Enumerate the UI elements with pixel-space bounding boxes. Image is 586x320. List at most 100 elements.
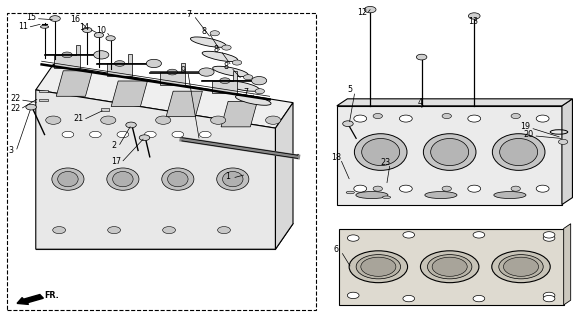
Circle shape: [400, 115, 413, 122]
Circle shape: [156, 116, 171, 124]
Bar: [101, 108, 110, 111]
Polygon shape: [36, 64, 293, 128]
Circle shape: [126, 122, 137, 128]
Ellipse shape: [423, 134, 476, 170]
Polygon shape: [111, 81, 148, 107]
Circle shape: [106, 36, 115, 41]
Text: 5: 5: [347, 85, 353, 94]
Text: 8: 8: [213, 44, 219, 54]
Circle shape: [492, 251, 550, 283]
Text: FR.: FR.: [45, 291, 59, 300]
Circle shape: [222, 45, 231, 50]
Circle shape: [117, 131, 129, 138]
Circle shape: [400, 185, 413, 192]
Polygon shape: [160, 62, 185, 85]
Ellipse shape: [383, 196, 391, 198]
Circle shape: [251, 76, 267, 85]
Ellipse shape: [431, 139, 469, 165]
Text: 14: 14: [79, 23, 89, 32]
Circle shape: [94, 51, 109, 59]
Text: 21: 21: [73, 114, 84, 123]
Text: 10: 10: [96, 26, 106, 35]
Circle shape: [243, 75, 253, 80]
Text: 20: 20: [523, 130, 534, 139]
Text: 3: 3: [9, 146, 13, 155]
Text: 17: 17: [111, 157, 121, 166]
Ellipse shape: [168, 172, 188, 187]
Bar: [39, 99, 48, 101]
Circle shape: [220, 78, 230, 84]
Text: 22: 22: [10, 94, 21, 103]
Circle shape: [543, 232, 555, 238]
FancyArrow shape: [17, 294, 43, 304]
Circle shape: [354, 185, 367, 192]
Ellipse shape: [223, 172, 243, 187]
Circle shape: [499, 255, 543, 279]
Circle shape: [90, 131, 101, 138]
Circle shape: [108, 227, 121, 234]
Ellipse shape: [356, 192, 388, 198]
Circle shape: [26, 104, 36, 110]
Circle shape: [468, 185, 481, 192]
Polygon shape: [107, 54, 132, 76]
Circle shape: [172, 131, 183, 138]
Text: 13: 13: [468, 17, 478, 26]
Circle shape: [503, 257, 539, 276]
Circle shape: [255, 89, 264, 94]
Circle shape: [343, 121, 353, 126]
Circle shape: [543, 235, 555, 241]
Circle shape: [62, 131, 74, 138]
Circle shape: [511, 114, 520, 119]
Circle shape: [232, 60, 241, 65]
Circle shape: [114, 60, 125, 66]
Circle shape: [468, 13, 480, 19]
Circle shape: [53, 227, 66, 234]
Circle shape: [403, 232, 415, 238]
Polygon shape: [166, 91, 202, 117]
Text: 8: 8: [224, 61, 229, 70]
Polygon shape: [36, 90, 275, 249]
Circle shape: [163, 227, 175, 234]
Text: 8: 8: [202, 27, 207, 36]
Circle shape: [62, 52, 72, 58]
Circle shape: [473, 232, 485, 238]
Ellipse shape: [494, 192, 526, 198]
Circle shape: [210, 116, 226, 124]
Circle shape: [373, 114, 383, 119]
Ellipse shape: [492, 134, 545, 170]
Text: 1: 1: [225, 172, 230, 181]
Polygon shape: [221, 101, 257, 127]
Circle shape: [347, 292, 359, 299]
Ellipse shape: [355, 134, 407, 170]
Circle shape: [210, 31, 220, 36]
Text: 12: 12: [357, 8, 367, 17]
Ellipse shape: [236, 95, 271, 105]
Circle shape: [373, 186, 383, 191]
Circle shape: [543, 295, 555, 302]
Circle shape: [432, 257, 467, 276]
Text: 2: 2: [111, 141, 116, 150]
Circle shape: [146, 59, 162, 68]
Ellipse shape: [113, 172, 133, 187]
Circle shape: [83, 28, 92, 33]
Polygon shape: [56, 71, 93, 96]
Polygon shape: [562, 99, 573, 204]
Ellipse shape: [190, 37, 226, 47]
Circle shape: [139, 135, 150, 140]
Circle shape: [403, 295, 415, 302]
Ellipse shape: [202, 51, 238, 62]
Circle shape: [427, 255, 472, 279]
Circle shape: [473, 295, 485, 302]
Circle shape: [217, 227, 230, 234]
Circle shape: [199, 131, 211, 138]
Polygon shape: [564, 224, 571, 305]
Bar: [337, 106, 562, 204]
Polygon shape: [275, 103, 293, 249]
Text: 22: 22: [10, 104, 21, 113]
Circle shape: [46, 116, 61, 124]
Circle shape: [442, 114, 451, 119]
Circle shape: [543, 292, 555, 299]
Circle shape: [420, 251, 479, 283]
Ellipse shape: [107, 168, 139, 190]
Text: 23: 23: [380, 158, 390, 167]
